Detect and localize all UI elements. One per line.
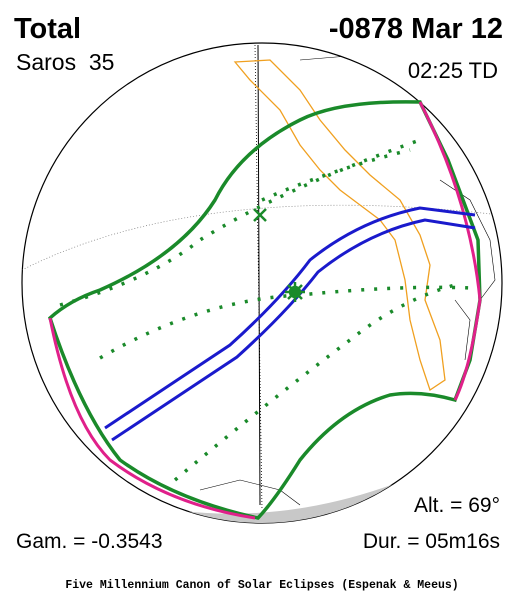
antarctic-coast [199, 479, 301, 506]
saros: Saros 35 [16, 49, 114, 75]
gamma: Gam. = -0.3543 [16, 530, 163, 553]
footer: Five Millennium Canon of Solar Eclipses … [65, 579, 458, 592]
eclipse-date: -0878 Mar 12 [329, 13, 503, 45]
penumbra-line [173, 283, 456, 482]
eclipse-paths [47, 100, 482, 520]
rise-set-curve [418, 101, 482, 401]
eclipse-time: 02:25 TD [408, 58, 498, 83]
altitude: Alt. = 69° [414, 494, 500, 517]
rise-set-curve [48, 317, 256, 520]
penumbral-limit [47, 100, 482, 520]
duration: Dur. = 05m16s [363, 530, 500, 553]
markers [253, 208, 305, 302]
path-south-limit [111, 218, 476, 442]
penumbra-line [99, 285, 471, 360]
path-north-limit [104, 206, 476, 430]
meridian [254, 44, 263, 511]
coastline [233, 59, 446, 392]
axis-line [257, 44, 261, 506]
eclipse-type: Total [14, 13, 81, 45]
